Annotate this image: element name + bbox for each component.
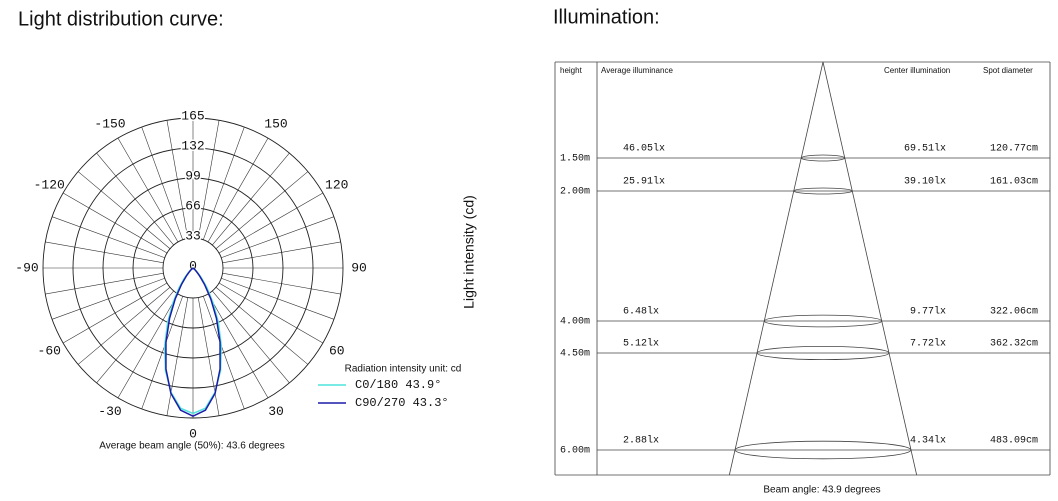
grid-ring xyxy=(42,117,344,419)
angle-tick-label: 30 xyxy=(268,404,284,419)
cone-edge xyxy=(728,61,824,476)
center-illumination: 9.77lx xyxy=(910,306,946,318)
angle-tick-label: -90 xyxy=(15,260,38,275)
angle-tick-label: 120 xyxy=(325,177,348,192)
unit-note: Radiation intensity unit: cd xyxy=(345,364,462,375)
cone-edge xyxy=(822,61,918,476)
r-tick-label: 66 xyxy=(185,198,201,213)
axis-label: Light intensity (cd) xyxy=(461,195,477,309)
header: height xyxy=(560,66,583,75)
spot-diameter: 483.09cm xyxy=(990,436,1038,447)
angle-tick-label: 60 xyxy=(329,343,345,358)
height: 4.50m xyxy=(560,349,590,360)
spot-diameter: 362.32cm xyxy=(990,339,1038,350)
avg-illuminance: 5.12lx xyxy=(623,338,659,350)
spot-diameter: 161.03cm xyxy=(990,177,1038,188)
height: 2.00m xyxy=(560,187,590,198)
grid-ring xyxy=(132,207,254,329)
angle-tick-label: 150 xyxy=(264,117,287,132)
r-tick-label: 99 xyxy=(185,168,201,183)
height: 6.00m xyxy=(560,446,590,457)
center-illumination: 69.51lx xyxy=(904,143,946,155)
header: Center illumination xyxy=(884,66,950,75)
r-tick-label: 33 xyxy=(185,228,201,243)
angle-tick-label: -120 xyxy=(34,177,65,192)
header: Average illuminance xyxy=(601,66,673,75)
avg-illuminance: 6.48lx xyxy=(623,306,659,318)
grid-ring xyxy=(162,237,224,299)
spot xyxy=(793,187,853,195)
height: 4.00m xyxy=(560,317,590,328)
spot-diameter: 322.06cm xyxy=(990,307,1038,318)
grid-ring xyxy=(102,177,284,359)
header: Spot diameter xyxy=(983,66,1033,75)
center-illumination: 39.10lx xyxy=(904,176,946,188)
legend-label: C0/180 43.9° xyxy=(355,378,441,392)
illumination-title: Illumination: xyxy=(553,6,660,28)
center-illumination: 4.34lx xyxy=(910,435,946,447)
chart-title: Light distribution curve: xyxy=(18,8,224,30)
r-tick-label: 165 xyxy=(181,108,204,123)
angle-tick-label: -60 xyxy=(38,343,61,358)
avg-illuminance: 2.88lx xyxy=(623,435,659,447)
spot-diameter: 120.77cm xyxy=(990,144,1038,155)
angle-tick-label: -30 xyxy=(98,404,121,419)
angle-tick-label: -150 xyxy=(94,117,125,132)
r-tick-label: 132 xyxy=(181,138,204,153)
spot xyxy=(763,314,883,328)
grid-ring xyxy=(72,147,314,389)
beam-note: Average beam angle (50%): 43.6 degrees xyxy=(99,441,285,452)
avg-illuminance: 25.91lx xyxy=(623,176,665,188)
footer: Beam angle: 43.9 degrees xyxy=(763,485,880,496)
spot xyxy=(800,154,846,162)
angle-tick-label: 0 xyxy=(189,426,197,441)
r-tick-label: 0 xyxy=(189,258,197,273)
height: 1.50m xyxy=(560,154,590,165)
center-illumination: 7.72lx xyxy=(910,338,946,350)
spot xyxy=(756,346,890,360)
legend-label: C90/270 43.3° xyxy=(355,396,449,410)
intensity-curve xyxy=(165,267,221,418)
avg-illuminance: 46.05lx xyxy=(623,143,665,155)
angle-tick-label: 90 xyxy=(351,260,367,275)
spot xyxy=(734,440,912,460)
